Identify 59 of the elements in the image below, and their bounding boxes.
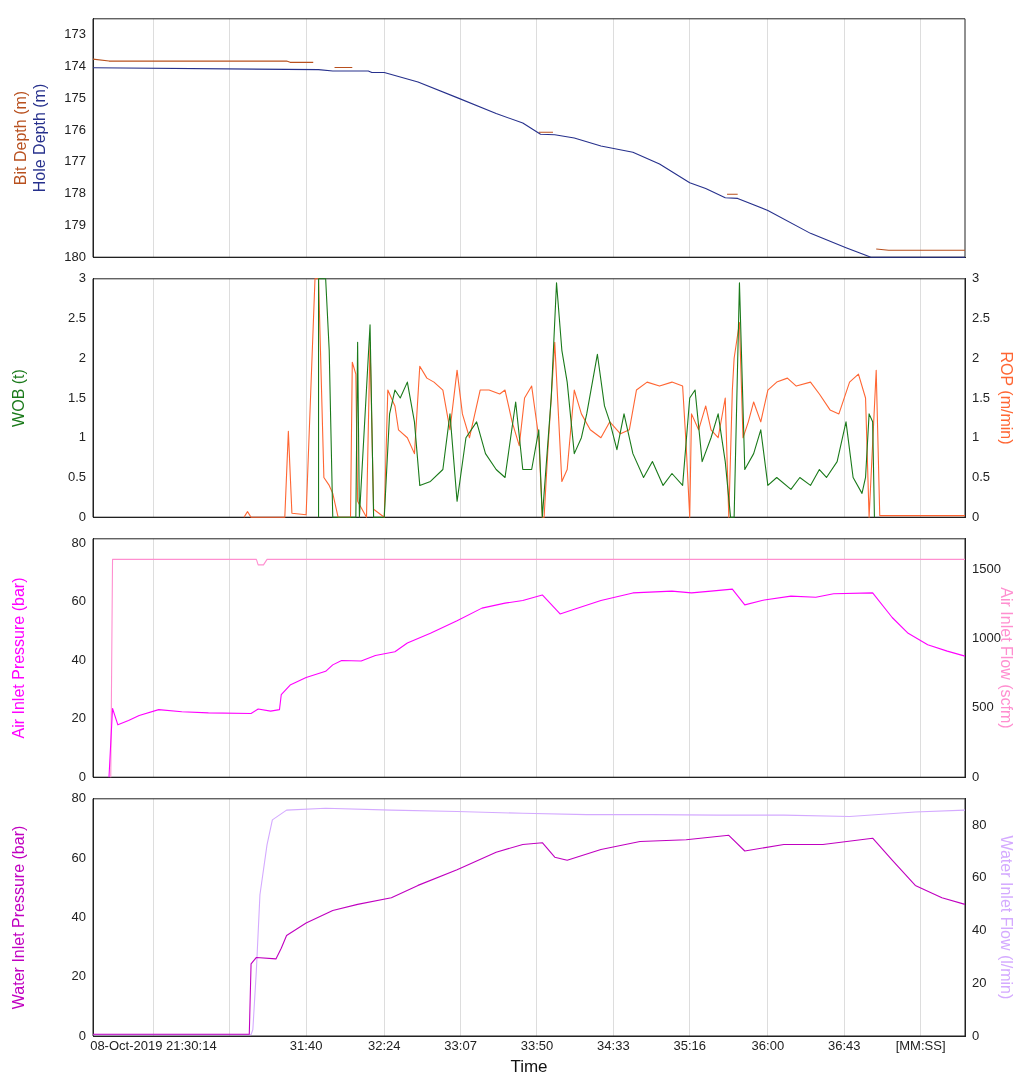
y-tick-label: 2.5 — [67, 310, 86, 326]
y2-axis-title: ROP (m/min) — [997, 351, 1015, 445]
y-tick-label: 1 — [78, 429, 86, 445]
y2-tick-label: 3 — [972, 270, 980, 286]
y-tick-label: 20 — [71, 968, 86, 984]
x-tick-label: 36:00 — [751, 1038, 785, 1054]
y2-tick-label: 0.5 — [972, 469, 991, 485]
y-tick-label: 173 — [64, 26, 86, 42]
y2-tick-label: 1500 — [972, 560, 1001, 576]
y2-tick-label: 80 — [972, 816, 987, 832]
y-tick-label: 80 — [71, 534, 86, 550]
text: Bit Depth (m) — [12, 90, 30, 186]
x-tick-label: 33:07 — [444, 1038, 477, 1054]
x-tick-label: 31:40 — [289, 1038, 323, 1054]
y2-tick-label: 1.5 — [972, 389, 991, 405]
y-tick-label: 177 — [64, 153, 86, 169]
x-tick-label: 34:33 — [597, 1038, 630, 1054]
y2-tick-label: 2.5 — [972, 310, 991, 326]
y-tick-label: 40 — [71, 908, 86, 924]
y-tick-label: 80 — [71, 790, 86, 806]
y2-tick-label: 1000 — [972, 630, 1001, 646]
x-tick-label: 35:16 — [673, 1038, 706, 1054]
x-tick-label: 08-Oct-2019 21:30:14 — [90, 1038, 217, 1054]
y-tick-label: 40 — [71, 651, 86, 667]
y-tick-label: 3 — [78, 270, 86, 286]
y-tick-label: 0 — [78, 768, 86, 784]
y-tick-label: 60 — [71, 593, 86, 609]
y2-tick-label: 60 — [972, 869, 987, 885]
y2-axis-title: Water Inlet Flow (l/min) — [997, 835, 1015, 1000]
y2-tick-label: 0 — [972, 768, 980, 784]
x-tick-label: [MM:SS] — [895, 1038, 946, 1054]
y-tick-label: 0 — [78, 508, 86, 524]
y-axis-title: Air Inlet Pressure (bar) — [10, 577, 28, 739]
y2-tick-label: 500 — [972, 699, 994, 715]
y2-tick-label: 20 — [972, 974, 987, 990]
y-tick-label: 20 — [71, 710, 86, 726]
y2-tick-label: 40 — [972, 922, 987, 938]
y-tick-label: 1.5 — [67, 389, 86, 405]
x-tick-label: 33:50 — [520, 1038, 554, 1054]
y-tick-label: 178 — [64, 185, 86, 201]
y2-tick-label: 0 — [972, 508, 980, 524]
y-axis-title: Water Inlet Pressure (bar) — [10, 825, 28, 1010]
y2-tick-label: 2 — [972, 349, 980, 365]
y-tick-label: 179 — [64, 216, 86, 232]
y-axis-title: WOB (t) — [10, 369, 28, 427]
x-tick-label: 36:43 — [827, 1038, 861, 1054]
y2-tick-label: 1 — [972, 429, 980, 445]
y-tick-label: 175 — [64, 89, 86, 105]
x-axis-title: Time — [510, 1057, 548, 1077]
y-tick-label: 2 — [78, 349, 86, 365]
y-tick-label: 60 — [71, 849, 86, 865]
text: Hole Depth (m) — [31, 83, 49, 193]
y-tick-label: 174 — [64, 58, 86, 74]
y2-tick-label: 0 — [972, 1027, 980, 1043]
y-tick-label: 176 — [64, 121, 86, 137]
y-tick-label: 0 — [78, 1027, 86, 1043]
x-tick-label: 32:24 — [367, 1038, 401, 1054]
y-tick-label: 0.5 — [67, 469, 86, 485]
y-tick-label: 180 — [64, 248, 86, 264]
